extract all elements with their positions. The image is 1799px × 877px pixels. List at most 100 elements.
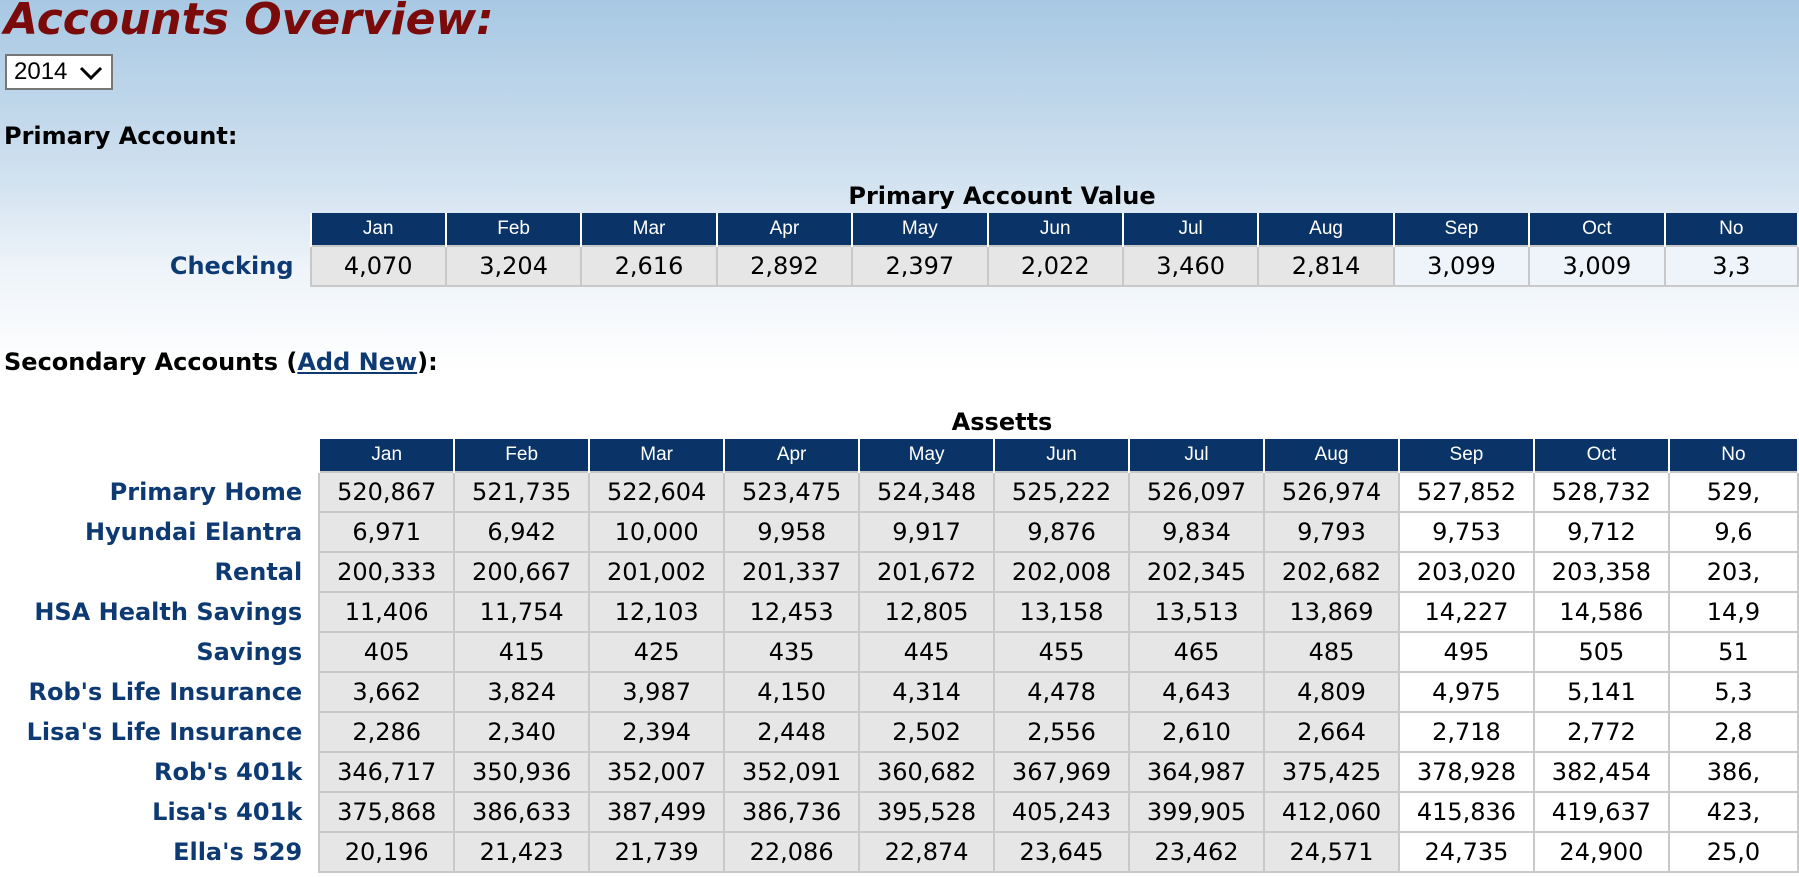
value-cell: 2,814 [1257, 245, 1395, 287]
value-cell: 423, [1667, 791, 1799, 833]
month-header: Sep [1397, 439, 1535, 472]
value-cell: 2,772 [1532, 711, 1670, 753]
value-cell: 465 [1128, 631, 1265, 673]
month-header: Aug [1257, 213, 1395, 246]
value-cell: 2,340 [453, 711, 591, 753]
month-header: Mar [580, 213, 718, 246]
month-header: No [1667, 439, 1799, 472]
value-cell: 10,000 [588, 511, 726, 553]
account-name[interactable]: Hyundai Elantra [84, 518, 303, 546]
value-cell: 425 [588, 631, 726, 673]
value-cell: 9,876 [993, 511, 1131, 553]
value-cell: 5,141 [1532, 671, 1670, 713]
account-name[interactable]: Lisa's Life Insurance [26, 718, 303, 746]
value-cell: 201,337 [723, 551, 861, 593]
value-cell: 2,286 [318, 711, 456, 753]
month-header: Mar [588, 439, 726, 472]
value-cell: 23,645 [993, 831, 1131, 873]
account-name[interactable]: Savings [196, 638, 303, 666]
value-cell: 2,394 [588, 711, 726, 753]
account-name[interactable]: Checking [169, 252, 294, 280]
value-cell: 203,020 [1397, 551, 1535, 593]
value-cell: 3,662 [318, 671, 456, 713]
primary-table-title: Primary Account Value [848, 182, 1156, 210]
table-row: Rob's Life Insurance 3,662 3,824 3,987 4,150… [8, 671, 1799, 713]
primary-account-table: Jan Feb Mar Apr May Jun Jul Aug Sep Oct No Checkin… [8, 213, 1799, 287]
value-cell: 405,243 [993, 791, 1131, 833]
primary-account-label: Primary Account: [4, 122, 238, 150]
value-cell: 2,556 [993, 711, 1131, 753]
value-cell: 528,732 [1532, 471, 1670, 513]
month-header: Apr [723, 439, 861, 472]
table-row: HSA Health Savings 11,406 11,754 12,103 12,4… [8, 591, 1799, 633]
value-cell: 200,667 [453, 551, 591, 593]
value-cell: 3,824 [453, 671, 591, 713]
year-select[interactable]: 2014 [5, 54, 113, 90]
value-cell: 201,672 [858, 551, 996, 593]
value-cell: 526,974 [1263, 471, 1400, 513]
value-cell: 3,204 [444, 245, 583, 287]
value-cell: 24,900 [1532, 831, 1670, 873]
value-cell: 2,8 [1667, 711, 1799, 753]
value-cell: 13,869 [1263, 591, 1400, 633]
value-cell: 2,448 [723, 711, 861, 753]
value-cell: 375,868 [318, 791, 456, 833]
account-name[interactable]: Rental [214, 558, 303, 586]
value-cell: 20,196 [318, 831, 456, 873]
account-name[interactable]: Ella's 529 [173, 838, 303, 866]
value-cell: 203,358 [1532, 551, 1670, 593]
table-row: Rob's 401k 346,717 350,936 352,007 352,091 36… [8, 751, 1799, 793]
value-cell: 22,086 [723, 831, 861, 873]
account-name[interactable]: Lisa's 401k [152, 798, 303, 826]
table-row: Checking 4,070 3,204 2,616 2,892 2,397 2,022 3,… [8, 245, 1799, 287]
value-cell: 9,793 [1263, 511, 1400, 553]
table-row: Rental 200,333 200,667 201,002 201,337 201,67… [8, 551, 1799, 593]
value-cell: 529, [1667, 471, 1799, 513]
value-cell: 520,867 [318, 471, 456, 513]
value-cell: 387,499 [588, 791, 726, 833]
value-cell: 2,664 [1263, 711, 1400, 753]
value-cell: 201,002 [588, 551, 726, 593]
value-cell: 405 [318, 631, 456, 673]
value-cell: 2,397 [851, 245, 989, 287]
value-cell: 445 [858, 631, 996, 673]
value-cell: 4,070 [309, 245, 447, 287]
value-cell: 14,586 [1532, 591, 1670, 633]
value-cell: 9,917 [858, 511, 996, 553]
account-name[interactable]: HSA Health Savings [34, 598, 303, 626]
value-cell: 386,736 [723, 791, 861, 833]
value-cell: 9,753 [1397, 511, 1535, 553]
secondary-label-prefix: Secondary Accounts ( [4, 348, 298, 376]
account-name[interactable]: Rob's Life Insurance [28, 678, 303, 706]
value-cell: 22,874 [858, 831, 996, 873]
month-header: Oct [1532, 439, 1670, 472]
value-cell: 526,097 [1128, 471, 1265, 513]
value-cell: 4,150 [723, 671, 861, 713]
account-name[interactable]: Primary Home [109, 478, 303, 506]
value-cell: 3,3 [1663, 245, 1799, 287]
value-cell: 21,739 [588, 831, 726, 873]
add-new-account-link[interactable]: Add New [297, 348, 418, 376]
value-cell: 386,633 [453, 791, 591, 833]
table-corner [8, 439, 319, 472]
value-cell: 2,616 [580, 245, 718, 287]
value-cell: 24,571 [1263, 831, 1400, 873]
month-header: Sep [1392, 213, 1531, 246]
month-header: May [858, 439, 996, 472]
value-cell: 14,9 [1667, 591, 1799, 633]
value-cell: 24,735 [1397, 831, 1535, 873]
account-name[interactable]: Rob's 401k [154, 758, 303, 786]
table-row: Lisa's Life Insurance 2,286 2,340 2,394 2,44… [8, 711, 1799, 753]
value-cell: 12,805 [858, 591, 996, 633]
month-header: Jan [309, 213, 447, 246]
value-cell: 200,333 [318, 551, 456, 593]
value-cell: 352,091 [723, 751, 861, 793]
page-title: Accounts Overview: [4, 0, 494, 45]
table-row: Ella's 529 20,196 21,423 21,739 22,086 22,874… [8, 831, 1799, 873]
value-cell: 6,942 [453, 511, 591, 553]
month-header: Apr [715, 213, 854, 246]
value-cell: 12,103 [588, 591, 726, 633]
value-cell: 9,958 [723, 511, 861, 553]
value-cell: 399,905 [1128, 791, 1265, 833]
value-cell: 11,406 [318, 591, 456, 633]
